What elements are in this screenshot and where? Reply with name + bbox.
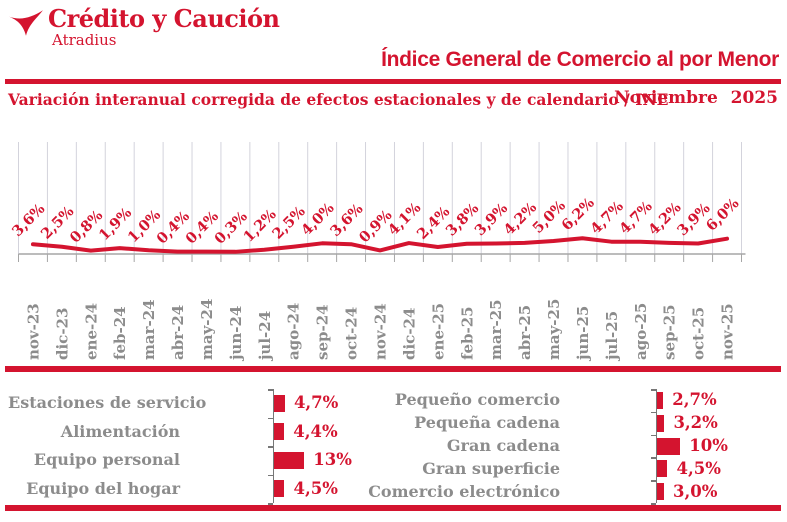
divider-middle	[5, 366, 781, 372]
sector-value: 13%	[313, 450, 352, 470]
line-chart: 3,6%2,5%0,8%1,9%1,0%0,4%0,4%0,3%1,2%2,5%…	[9, 142, 746, 362]
sector-value: 4,5%	[293, 478, 338, 498]
x-axis-label: jun-24	[227, 306, 245, 362]
bar-axis-tick	[650, 480, 656, 482]
bar-axis-tick	[650, 503, 656, 505]
x-axis-label: abr-25	[516, 305, 534, 360]
x-axis-label: nov-24	[372, 303, 390, 360]
sector-value: 2,7%	[672, 390, 717, 410]
sector-label: Estaciones de servicio	[8, 393, 207, 413]
logo-text: Crédito y Caución Atradius	[48, 4, 280, 49]
x-axis-label: nov-25	[719, 303, 737, 360]
x-axis-label: feb-24	[111, 306, 129, 360]
x-axis-label: oct-25	[690, 307, 708, 360]
x-axis-label: sep-24	[314, 304, 332, 360]
sector-label: Pequeño comercio	[394, 390, 560, 410]
logo-subbrand: Atradius	[52, 31, 117, 49]
sector-label: Gran cadena	[446, 436, 560, 455]
x-axis-label: nov-23	[24, 303, 42, 360]
sector-label: Gran superficie	[422, 458, 560, 478]
logo-wordmark: Crédito y Caución	[48, 4, 280, 33]
sector-label: Equipo personal	[33, 450, 180, 470]
sector-bar	[274, 451, 305, 469]
x-axis-label: mar-25	[487, 299, 505, 360]
bar-axis-tick	[267, 474, 273, 476]
sector-label: Equipo del hogar	[26, 478, 180, 498]
chart-subtitle: Variación interanual corregida de efecto…	[8, 90, 669, 109]
sector-value: 3,2%	[673, 413, 718, 433]
x-axis-label: sep-25	[661, 304, 679, 360]
divider-top	[5, 79, 781, 84]
sector-label: Pequeña cadena	[414, 413, 560, 433]
report-date: Noviembre 2025	[614, 88, 778, 108]
bar-axis-tick	[267, 446, 273, 448]
x-axis-label: may-24	[198, 299, 216, 360]
credito-y-caucion-bird-icon	[9, 10, 43, 36]
x-axis-label: dic-23	[53, 308, 71, 360]
data-label: 3,9%	[471, 200, 511, 240]
x-axis-label: jul-24	[256, 311, 274, 362]
sector-value: 10%	[689, 436, 728, 455]
x-axis-label: abr-24	[169, 305, 187, 360]
credito-y-caucion-logo: Crédito y Caución Atradius	[8, 4, 280, 49]
x-axis-label: ene-25	[429, 303, 447, 360]
sector-bar	[274, 394, 285, 412]
sector-label: Comercio electrónico	[368, 481, 560, 501]
x-axis-label: ene-24	[82, 303, 100, 360]
sector-value: 4,4%	[293, 421, 338, 441]
sector-bar	[657, 483, 664, 501]
x-axis-label: feb-25	[458, 306, 476, 360]
x-axis-label: oct-24	[343, 307, 361, 360]
x-axis-label: ago-25	[632, 303, 650, 360]
sector-bar	[657, 391, 664, 409]
x-axis-label: may-25	[545, 299, 563, 360]
sector-value: 4,5%	[676, 458, 721, 478]
bar-axis-tick	[650, 389, 656, 391]
bar-axis-tick	[267, 503, 273, 505]
x-axis-label: jun-25	[574, 306, 592, 362]
trend-line	[30, 236, 730, 254]
bar-axis	[655, 389, 657, 503]
x-axis-label: ago-24	[285, 303, 303, 360]
sector-label: Alimentación	[60, 421, 180, 441]
x-axis-label: dic-24	[400, 308, 418, 360]
page-title: Índice General de Comercio al por Menor	[381, 48, 779, 71]
bar-axis-tick	[650, 434, 656, 437]
sector-bar	[274, 423, 285, 441]
sector-value: 4,7%	[293, 393, 339, 413]
sector-bar	[657, 414, 665, 432]
x-axis-label: mar-24	[140, 299, 158, 360]
sector-bar	[274, 480, 285, 498]
divider-bottom	[5, 505, 781, 511]
sector-value: 3,0%	[672, 481, 718, 501]
bar-axis-tick	[267, 417, 273, 419]
sector-bar	[657, 437, 681, 455]
bar-axis-tick	[650, 411, 656, 414]
sector-bar	[657, 460, 668, 478]
x-axis-label: jul-25	[603, 311, 621, 362]
bar-axis-tick	[267, 389, 273, 391]
bar-axis	[272, 389, 274, 503]
bar-axis-tick	[650, 457, 656, 459]
